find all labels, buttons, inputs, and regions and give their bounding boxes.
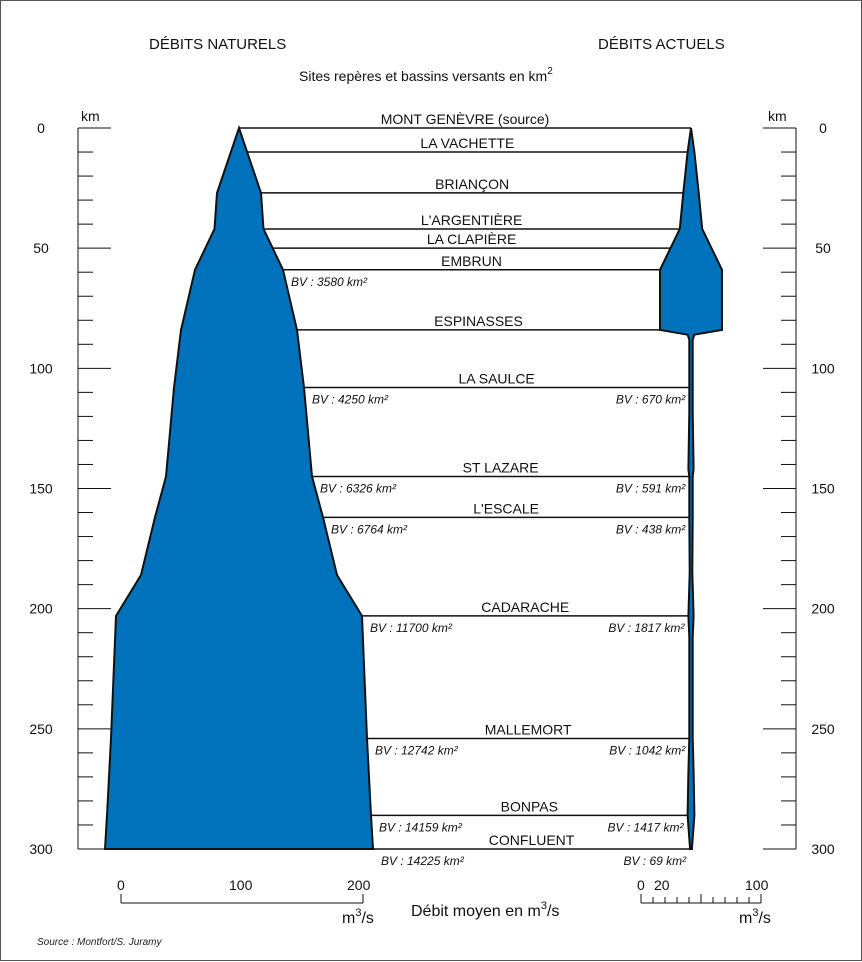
site-lines: MONT GENÈVRE (source) LA VACHETTE BRIANÇON… — [239, 111, 691, 850]
bv-natural-1: BV : 4250 km² — [312, 393, 389, 407]
left-km-axis: km 0 50 100 150 200 250 300 — [29, 108, 111, 857]
site-label-9: L'ESCALE — [473, 500, 539, 516]
bv-actual-labels: BV : 670 km² BV : 591 km² BV : 438 km² BV :… — [608, 393, 688, 868]
bv-natural-5: BV : 12742 km² — [375, 743, 459, 757]
site-label-4: LA CLAPIÈRE — [427, 231, 517, 247]
bv-natural-6: BV : 14159 km² — [379, 820, 463, 834]
site-label-5: EMBRUN — [441, 253, 502, 269]
site-label-1: LA VACHETTE — [420, 135, 514, 151]
right-km-label-300: 300 — [811, 841, 835, 857]
right-title: DÉBITS ACTUELS — [598, 36, 725, 53]
right-km-label-250: 250 — [811, 721, 835, 737]
flow-axis-center-label: Débit moyen en m3/s — [411, 900, 559, 920]
subtitle: Sites repères et bassins versants en km2 — [299, 66, 553, 84]
bv-natural-7: BV : 14225 km² — [381, 854, 465, 868]
right-km-label-200: 200 — [811, 601, 835, 617]
natural-tick-200: 200 — [347, 877, 371, 893]
site-label-12: BONPAS — [501, 798, 558, 814]
natural-tick-100: 100 — [229, 877, 253, 893]
bv-actual-1: BV : 591 km² — [616, 481, 686, 495]
actual-flow-axis: 0 20 100 m3/s — [637, 877, 771, 927]
right-km-label-100: 100 — [811, 360, 835, 376]
bv-actual-2: BV : 438 km² — [616, 522, 686, 536]
left-km-label-0: 0 — [37, 120, 45, 136]
right-km-axis: km 0 50 100 150 200 250 300 — [763, 108, 835, 857]
left-km-unit: km — [81, 108, 100, 124]
bv-natural-labels: BV : 3580 km² BV : 4250 km² BV : 6326 km² B… — [291, 275, 465, 868]
natural-axis-unit: m3/s — [342, 907, 374, 927]
site-label-8: ST LAZARE — [463, 459, 539, 475]
actual-flow-shape — [659, 127, 723, 850]
bv-actual-0: BV : 670 km² — [616, 393, 686, 407]
bv-natural-0: BV : 3580 km² — [291, 275, 368, 289]
bv-actual-4: BV : 1042 km² — [609, 743, 686, 757]
site-label-6: ESPINASSES — [434, 313, 523, 329]
right-km-label-0: 0 — [819, 120, 827, 136]
bv-actual-6: BV : 69 km² — [623, 854, 687, 868]
site-label-3: L'ARGENTIÈRE — [421, 212, 522, 228]
actual-tick-0: 0 — [637, 877, 645, 893]
site-label-7: LA SAULCE — [459, 371, 535, 387]
bv-natural-3: BV : 6764 km² — [331, 522, 408, 536]
right-km-unit: km — [768, 108, 787, 124]
site-label-13: CONFLUENT — [489, 832, 575, 848]
natural-flow-shape — [103, 124, 375, 850]
site-label-10: CADARACHE — [481, 599, 569, 615]
actual-tick-20: 20 — [654, 877, 670, 893]
actual-tick-100: 100 — [745, 877, 769, 893]
site-label-0: MONT GENÈVRE (source) — [381, 111, 550, 127]
left-km-label-200: 200 — [29, 601, 53, 617]
right-km-label-50: 50 — [815, 240, 831, 256]
bv-natural-2: BV : 6326 km² — [320, 481, 397, 495]
left-km-label-300: 300 — [29, 841, 53, 857]
natural-tick-0: 0 — [117, 877, 125, 893]
left-km-label-50: 50 — [33, 240, 49, 256]
actual-axis-unit: m3/s — [739, 907, 771, 927]
left-km-label-250: 250 — [29, 721, 53, 737]
source-note: Source : Montfort/S. Juramy — [37, 937, 162, 948]
bv-actual-5: BV : 1417 km² — [608, 820, 685, 834]
left-km-label-100: 100 — [29, 360, 53, 376]
site-label-11: MALLEMORT — [485, 721, 572, 737]
natural-flow-axis: 0 100 200 m3/s — [117, 877, 374, 927]
site-label-2: BRIANÇON — [435, 176, 509, 192]
bv-actual-3: BV : 1817 km² — [608, 621, 685, 635]
left-title: DÉBITS NATURELS — [149, 36, 286, 53]
bv-natural-4: BV : 11700 km² — [370, 621, 453, 635]
left-km-label-150: 150 — [29, 481, 53, 497]
right-km-label-150: 150 — [811, 481, 835, 497]
